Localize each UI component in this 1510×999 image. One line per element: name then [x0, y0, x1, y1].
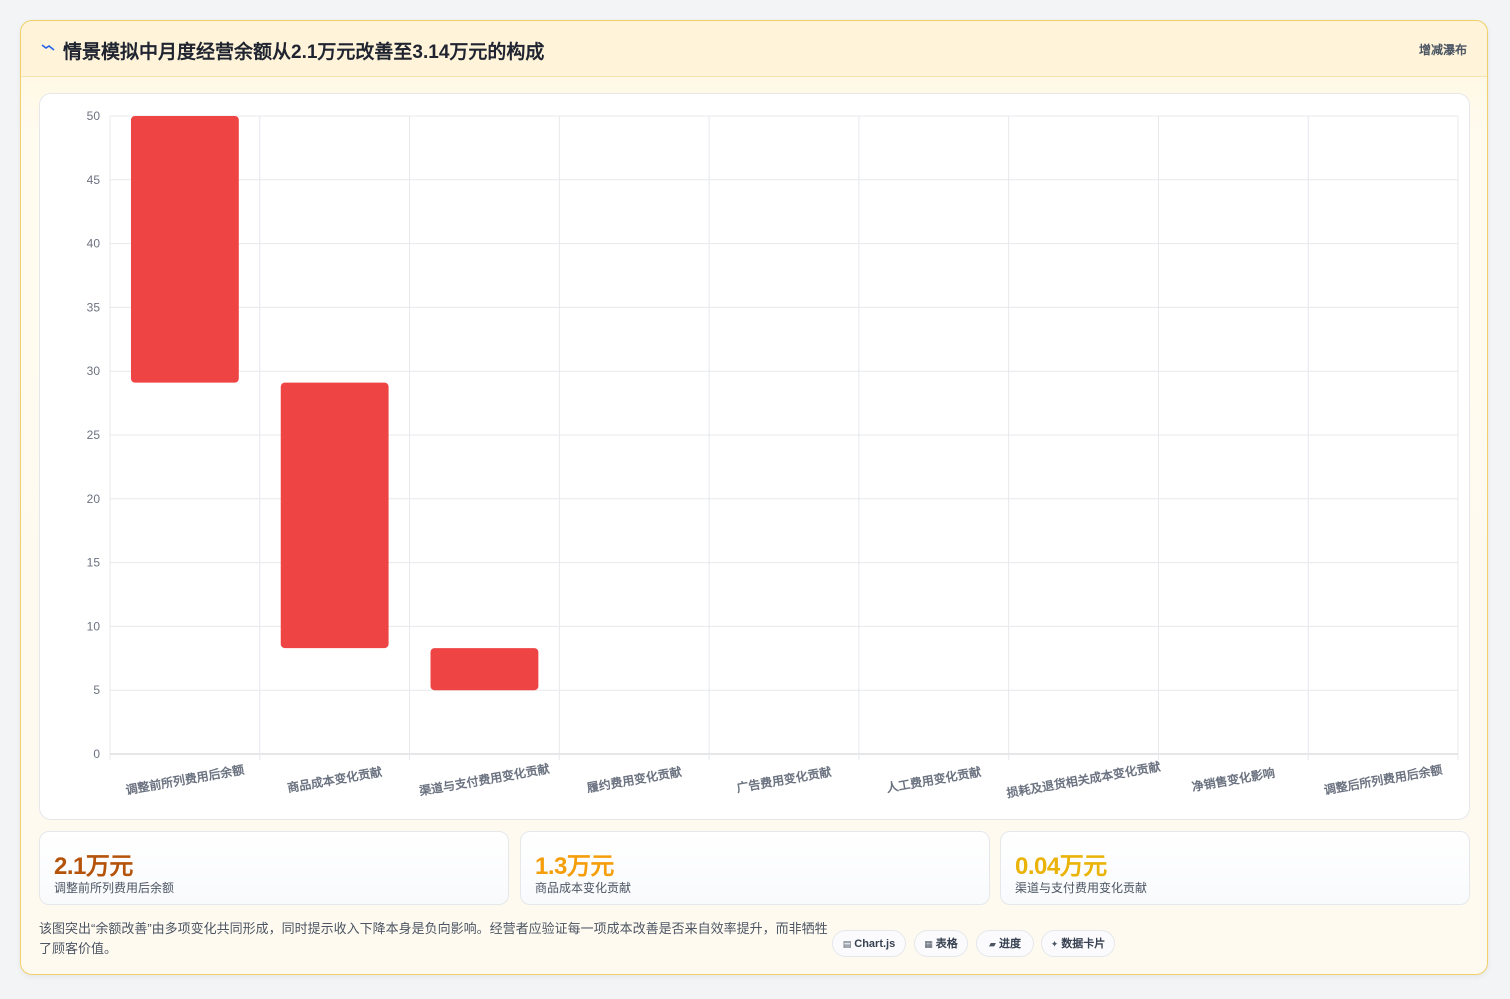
chart-canvas: 0 5 10 15 20 25 30 35 40 45 50 调整前所列费用后余额 商品成本变化贡献 渠道… [87, 109, 1459, 801]
kpi-card-goods-cost: 1.3万元 商品成本变化贡献 [520, 831, 990, 905]
y-tick-label: 15 [87, 556, 101, 570]
tag-label: Chart.js [854, 938, 896, 950]
bar-2 [430, 648, 539, 691]
view-type-tag: 增减瀑布 [1418, 43, 1467, 57]
table-icon: ▦ [924, 939, 933, 949]
waterfall-chart: 0 5 10 15 20 25 30 35 40 45 50 调整前所列费用后余额 商品成本变化贡献 渠道… [39, 93, 1470, 820]
kpi-label: 调整前所列费用后余额 [54, 881, 175, 895]
card-header: 情景模拟中月度经营余额从2.1万元改善至3.14万元的构成 增减瀑布 [21, 21, 1487, 77]
bar-1 [280, 382, 389, 649]
x-tick-label: 履约费用变化贡献 [585, 764, 683, 796]
y-tick-label: 5 [93, 683, 100, 697]
chart-icon: ▤ [842, 939, 852, 949]
tag-data-card[interactable]: ✦ 数据卡片 [1041, 930, 1115, 957]
tag-label: 数据卡片 [1061, 938, 1106, 950]
y-tick-label: 0 [93, 747, 100, 761]
insight-note: 该图突出“余额改善”由多项变化共同形成，同时提示收入下降本身是负向影响。经营者应… [39, 921, 828, 956]
x-tick-label: 调整后所列费用后余额 [1323, 762, 1444, 798]
x-tick-label: 调整前所列费用后余额 [124, 762, 245, 798]
x-tick-label: 渠道与支付费用变化贡献 [418, 761, 551, 799]
kpi-value: 2.1万元 [54, 853, 133, 880]
y-tick-label: 30 [87, 364, 101, 378]
report-card: 情景模拟中月度经营余额从2.1万元改善至3.14万元的构成 增减瀑布 0 5 10 1… [20, 20, 1488, 975]
x-tick-label: 人工费用变化贡献 [885, 764, 982, 795]
y-tick-label: 50 [87, 109, 101, 123]
y-tick-label: 40 [87, 237, 101, 251]
tag-chartjs[interactable]: ▤ Chart.js [832, 930, 906, 957]
x-tick-label: 净销售变化影响 [1191, 765, 1276, 794]
trend-line-icon [41, 44, 55, 51]
y-tick-label: 10 [87, 619, 101, 633]
progress-icon: ▰ [989, 939, 996, 949]
y-tick-label: 45 [87, 173, 101, 187]
page-title: 情景模拟中月度经营余额从2.1万元改善至3.14万元的构成 [63, 42, 545, 63]
tag-label: 表格 [935, 938, 958, 950]
x-tick-label: 商品成本变化贡献 [286, 764, 383, 795]
tag-table[interactable]: ▦ 表格 [914, 930, 968, 957]
kpi-card-channel-payment: 0.04万元 渠道与支付费用变化贡献 [1000, 831, 1470, 905]
x-tick-label: 损耗及退货相关成本变化贡献 [1005, 759, 1161, 801]
kpi-value: 0.04万元 [1015, 853, 1107, 880]
tag-progress[interactable]: ▰ 进度 [976, 930, 1034, 957]
kpi-label: 渠道与支付费用变化贡献 [1015, 881, 1148, 895]
sparkle-icon: ✦ [1050, 939, 1059, 949]
kpi-card-before-balance: 2.1万元 调整前所列费用后余额 [39, 831, 509, 905]
y-tick-label: 20 [87, 492, 101, 506]
y-tick-label: 35 [87, 300, 101, 314]
bar-0 [130, 116, 239, 383]
tag-label: 进度 [998, 938, 1021, 950]
kpi-label: 商品成本变化贡献 [535, 881, 632, 895]
y-tick-label: 25 [87, 428, 101, 442]
x-tick-label: 广告费用变化贡献 [735, 764, 832, 795]
kpi-value: 1.3万元 [535, 853, 614, 880]
